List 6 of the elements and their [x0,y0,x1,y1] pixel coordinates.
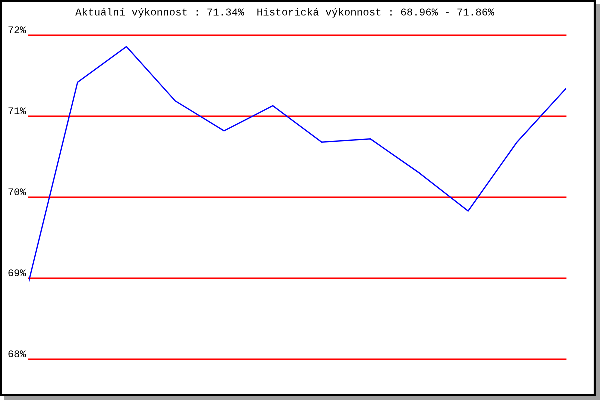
y-tick-label: 69% [8,270,26,276]
y-tick-label: 72% [8,26,26,34]
y-tick-label: 68% [8,350,26,358]
y-tick-label: 70% [8,188,26,196]
y-tick-label: 71% [8,108,26,114]
chart-title: Aktuální výkonnost : 71.34% Historická výkonnost : 68.96% - 71.86% [76,8,494,18]
